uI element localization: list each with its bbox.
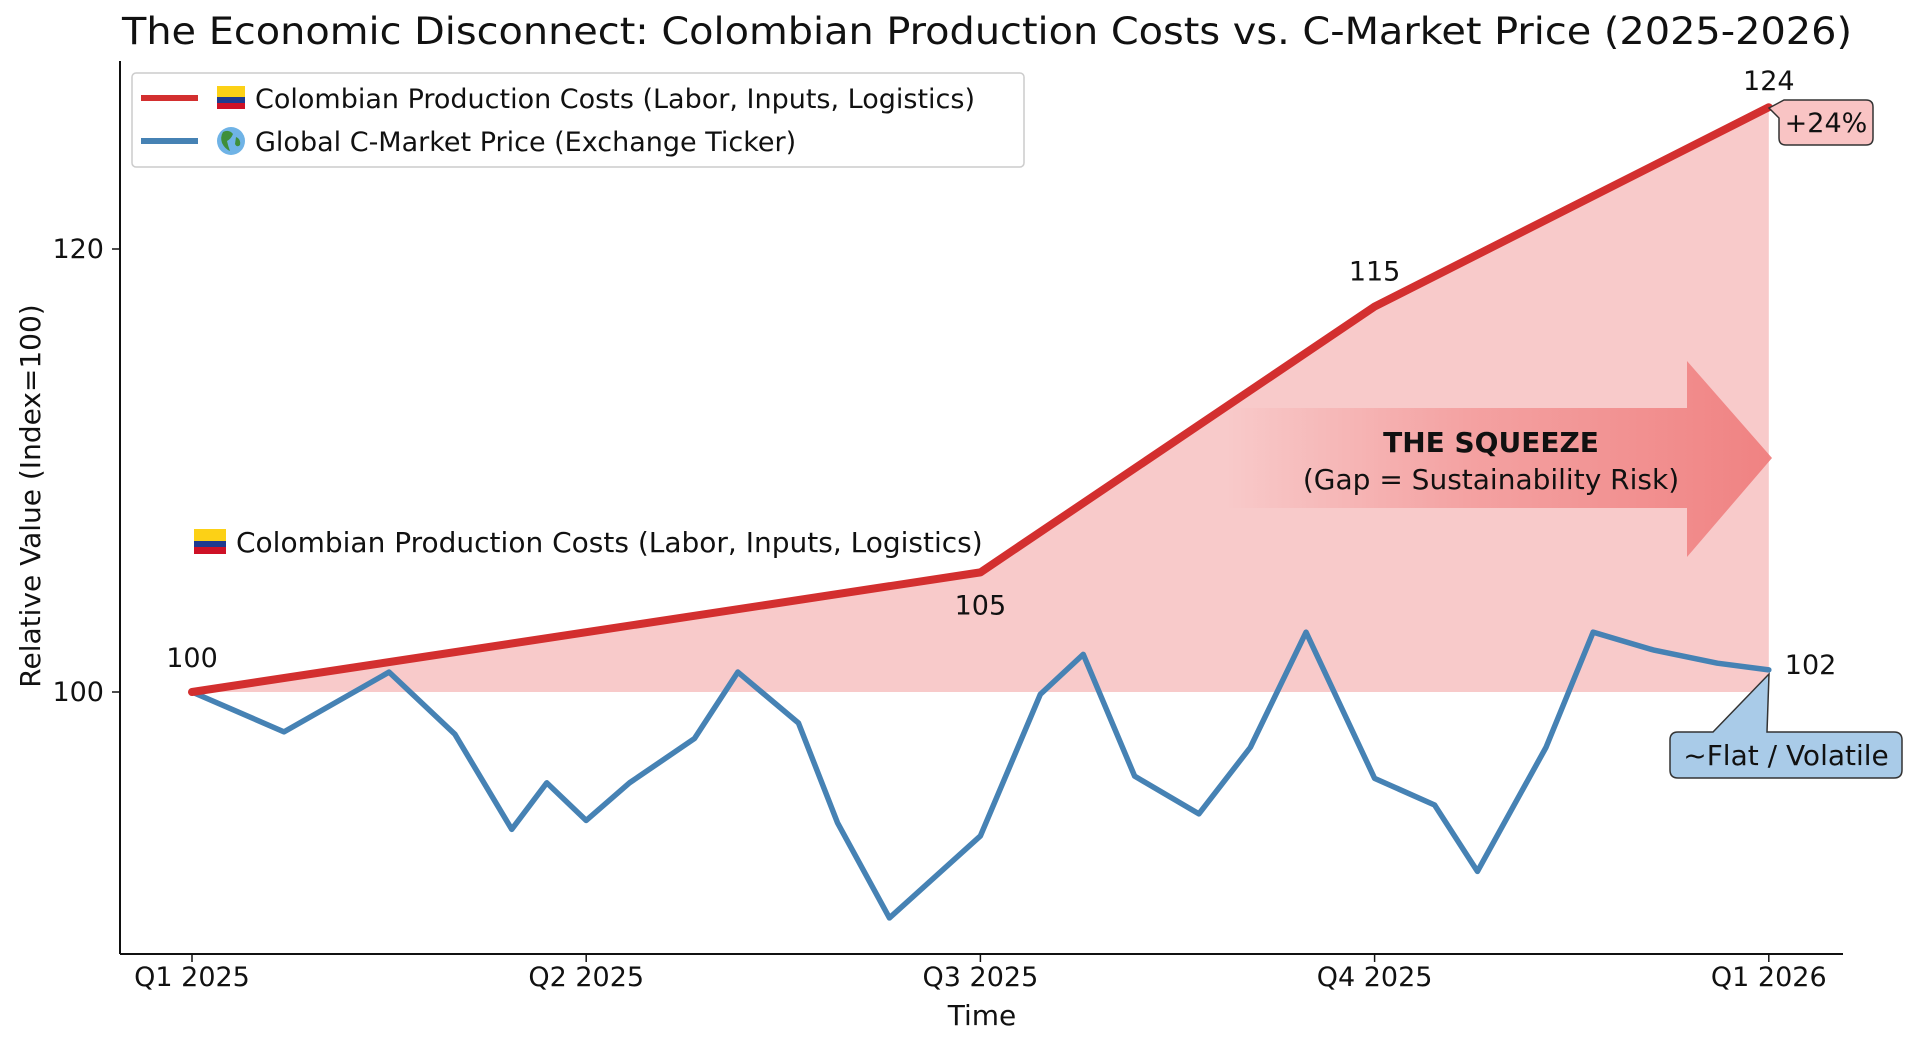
x-tick-label: Q1 2025 [134,962,250,993]
cost-point-label: 115 [1349,257,1401,288]
cost-point-label: 124 [1743,66,1795,97]
market-note-callout: ~Flat / Volatile [1669,672,1903,779]
y-axis-label: Relative Value (Index=100) [14,304,47,687]
y-tick-label: 100 [52,677,104,708]
globe-icon [217,127,245,155]
x-tick-label: Q2 2025 [528,962,644,993]
chart-title: The Economic Disconnect: Colombian Produ… [121,10,1852,53]
market-note-text: ~Flat / Volatile [1683,739,1889,772]
inline-series-label: Colombian Production Costs (Labor, Input… [236,526,983,559]
legend-label-costs: Colombian Production Costs (Labor, Input… [255,84,975,115]
squeeze-arrow [1225,361,1772,557]
cost-point-label: 100 [166,643,218,674]
colombia-flag-icon [217,86,245,109]
squeeze-subtitle: (Gap = Sustainability Risk) [1303,463,1679,496]
legend-box [131,72,1025,168]
axis-ticks: Q1 2025 Q2 2025 Q3 2025 Q4 2025 Q1 2026 100 12… [52,234,1826,993]
x-axis-label: Time [947,999,1017,1032]
x-tick-label: Q1 2026 [1711,962,1827,993]
market-price-line [189,629,1772,921]
cost-point-label: 105 [955,590,1007,621]
plot-area: 100 105 115 124 102 [166,66,1837,921]
legend: Colombian Production Costs (Labor, Input… [131,72,1025,168]
colombia-flag-icon [194,529,226,554]
market-end-label: 102 [1785,650,1837,681]
cost-change-text: +24% [1785,108,1868,139]
cost-change-callout: +24% [1767,99,1874,146]
squeeze-title: THE SQUEEZE [1383,426,1599,459]
x-tick-label: Q3 2025 [923,962,1039,993]
x-tick-label: Q4 2025 [1317,962,1433,993]
production-cost-line [188,103,1773,696]
gap-fill-area [192,107,1769,693]
y-tick-label: 120 [52,234,104,265]
legend-label-market: Global C-Market Price (Exchange Ticker) [255,127,796,158]
